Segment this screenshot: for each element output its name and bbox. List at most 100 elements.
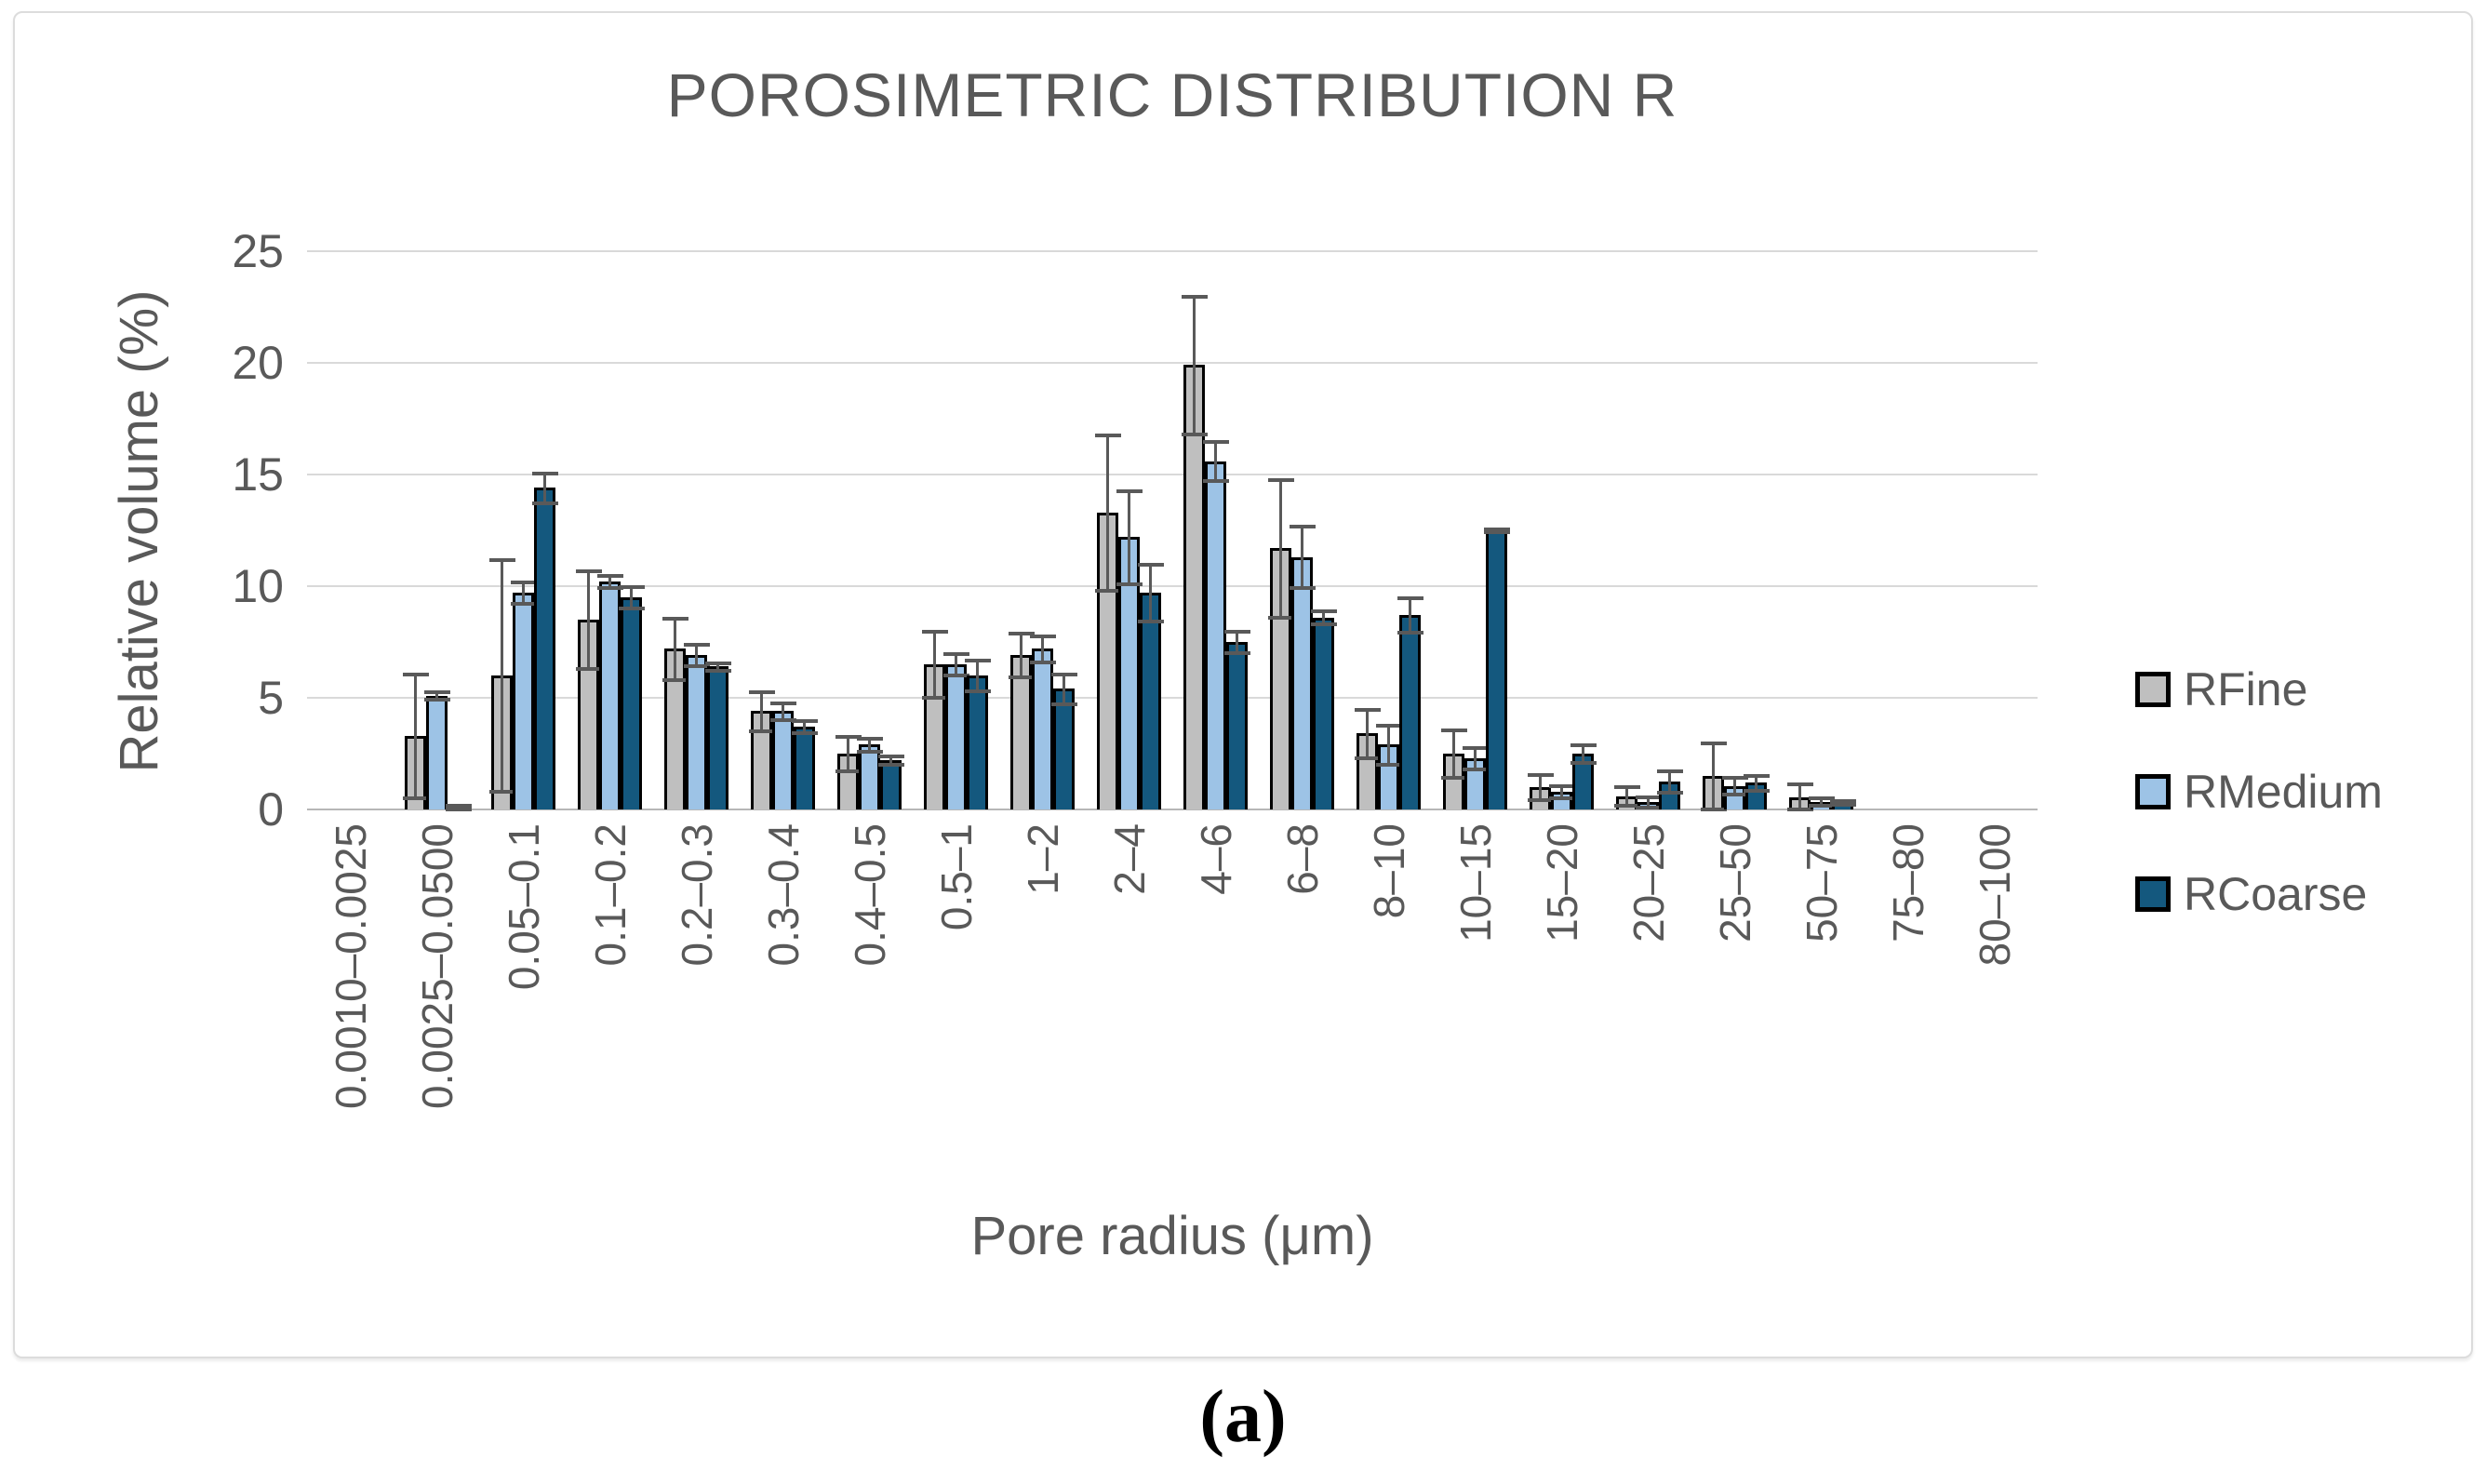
- error-bar-cap-bottom: [1094, 588, 1121, 593]
- error-bar: [1582, 744, 1584, 763]
- error-bar: [1106, 434, 1109, 591]
- error-bar-cap-bottom: [1527, 798, 1554, 803]
- bar-rcoarse: [1226, 642, 1248, 809]
- error-bar-cap-bottom: [1008, 675, 1035, 680]
- error-bar: [587, 570, 590, 669]
- error-bar-cap-top: [1786, 782, 1813, 787]
- gridline: [307, 474, 2038, 475]
- error-bar-cap-bottom: [402, 796, 429, 800]
- error-bar-cap-bottom: [1721, 793, 1748, 797]
- error-bar: [1755, 774, 1758, 791]
- error-bar-cap-bottom: [1548, 796, 1575, 800]
- error-bar-cap-top: [704, 661, 731, 665]
- error-bar-cap-top: [1354, 708, 1381, 712]
- error-bar: [522, 582, 525, 605]
- error-bar-cap-top: [488, 558, 515, 563]
- chart-title: POROSIMETRIC DISTRIBUTION R: [666, 60, 1678, 129]
- error-bar-cap-top: [856, 737, 883, 742]
- legend: RFine RMedium RCoarse: [2135, 662, 2383, 921]
- error-bar-cap-top: [1289, 525, 1316, 529]
- bar-rcoarse: [1140, 593, 1161, 809]
- legend-label: RMedium: [2184, 766, 2383, 818]
- bar-rcoarse: [794, 727, 815, 809]
- error-bar: [1063, 673, 1065, 705]
- error-bar: [1539, 773, 1542, 801]
- error-bar: [868, 738, 871, 752]
- legend-item-rmedium: RMedium: [2135, 765, 2383, 819]
- error-bar-cap-bottom: [1310, 622, 1337, 626]
- error-bar: [1452, 729, 1455, 779]
- error-bar-cap-bottom: [1613, 804, 1640, 809]
- error-bar-cap-bottom: [531, 501, 558, 506]
- error-bar: [889, 755, 892, 765]
- error-bar-cap-top: [596, 574, 623, 578]
- legend-label: RCoarse: [2184, 868, 2368, 920]
- error-bar-cap-bottom: [1743, 788, 1770, 793]
- gridline: [307, 362, 2038, 364]
- x-tick-label: 10–15: [1450, 823, 1500, 943]
- error-bar-cap-top: [1050, 672, 1077, 676]
- error-bar-cap-top: [1527, 772, 1554, 777]
- error-bar: [1214, 441, 1217, 482]
- error-bar-cap-top: [1181, 295, 1208, 299]
- error-bar-cap-top: [1656, 769, 1683, 773]
- error-bar-cap-top: [1635, 795, 1662, 799]
- error-bar: [1193, 296, 1196, 435]
- error-bar-cap-bottom: [510, 602, 537, 607]
- error-bar: [1647, 795, 1650, 808]
- x-tick-label: 0.1–0.2: [585, 823, 635, 967]
- error-bar-cap-top: [1202, 440, 1229, 444]
- error-bar: [435, 690, 438, 701]
- bar-rmedium: [686, 655, 707, 809]
- error-bar-cap-top: [575, 569, 602, 574]
- error-bar: [1409, 597, 1411, 634]
- error-bar: [1020, 633, 1022, 678]
- error-bar: [847, 735, 849, 772]
- legend-item-rfine: RFine: [2135, 662, 2383, 716]
- legend-swatch-rfine: [2135, 672, 2171, 707]
- error-bar-cap-bottom: [1116, 582, 1143, 586]
- legend-swatch-rmedium: [2135, 774, 2171, 809]
- error-bar-cap-top: [531, 471, 558, 475]
- error-bar-cap-bottom: [1397, 631, 1423, 635]
- x-axis-title: Pore radius (μm): [970, 1206, 1374, 1266]
- error-bar-cap-bottom: [1202, 479, 1229, 484]
- error-bar-cap-top: [1223, 630, 1250, 634]
- x-tick-label: 0.4–0.5: [845, 823, 894, 967]
- bar-rcoarse: [707, 666, 728, 809]
- error-bar: [1474, 746, 1477, 769]
- error-bar-cap-top: [921, 630, 948, 634]
- error-bar-cap-bottom: [704, 669, 731, 674]
- error-bar: [1387, 724, 1390, 765]
- error-bar: [1236, 631, 1238, 653]
- error-bar: [1149, 564, 1152, 622]
- error-bar: [1798, 783, 1801, 809]
- y-tick-label: 25: [232, 225, 284, 277]
- error-bar: [760, 690, 763, 731]
- error-bar: [414, 673, 417, 798]
- error-bar-cap-top: [1808, 795, 1835, 800]
- legend-item-rcoarse: RCoarse: [2135, 867, 2383, 921]
- error-bar: [1322, 610, 1325, 624]
- x-tick-label: 8–10: [1364, 823, 1413, 919]
- x-tick-label: 15–20: [1537, 823, 1586, 943]
- error-bar: [1041, 635, 1044, 662]
- error-bar: [1301, 526, 1303, 589]
- bar-rcoarse: [534, 488, 555, 809]
- y-tick-label: 15: [232, 448, 284, 501]
- error-bar-cap-bottom: [791, 731, 818, 736]
- error-bar-cap-bottom: [1029, 660, 1056, 664]
- error-bar-cap-bottom: [423, 698, 450, 702]
- error-bar-cap-bottom: [748, 729, 775, 733]
- error-bar-cap-bottom: [575, 666, 602, 671]
- error-bar: [803, 720, 806, 734]
- error-bar-cap-bottom: [1700, 808, 1727, 811]
- x-tick-label: 0.0025–0.0500: [412, 823, 461, 1109]
- error-bar: [695, 644, 698, 667]
- error-bar-cap-bottom: [1570, 760, 1597, 765]
- x-tick-label: 0.0010–0.0025: [326, 823, 375, 1109]
- error-bar: [501, 559, 503, 792]
- error-bar-cap-bottom: [964, 689, 991, 693]
- error-bar-cap-bottom: [769, 718, 796, 722]
- error-bar: [543, 472, 546, 504]
